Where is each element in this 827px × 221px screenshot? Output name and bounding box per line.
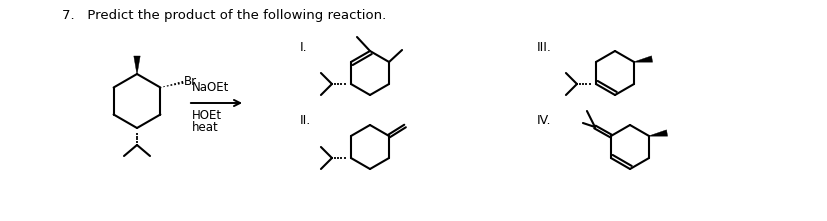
Polygon shape — [633, 56, 652, 62]
Polygon shape — [648, 130, 667, 136]
Text: 7.   Predict the product of the following reaction.: 7. Predict the product of the following … — [62, 9, 385, 22]
Text: III.: III. — [537, 41, 552, 54]
Text: NaOEt: NaOEt — [192, 81, 229, 94]
Text: heat: heat — [192, 121, 218, 134]
Text: Br: Br — [183, 75, 196, 88]
Polygon shape — [134, 56, 140, 74]
Text: HOEt: HOEt — [192, 109, 222, 122]
Text: IV.: IV. — [537, 114, 551, 127]
Text: I.: I. — [299, 41, 308, 54]
Text: II.: II. — [299, 114, 311, 127]
